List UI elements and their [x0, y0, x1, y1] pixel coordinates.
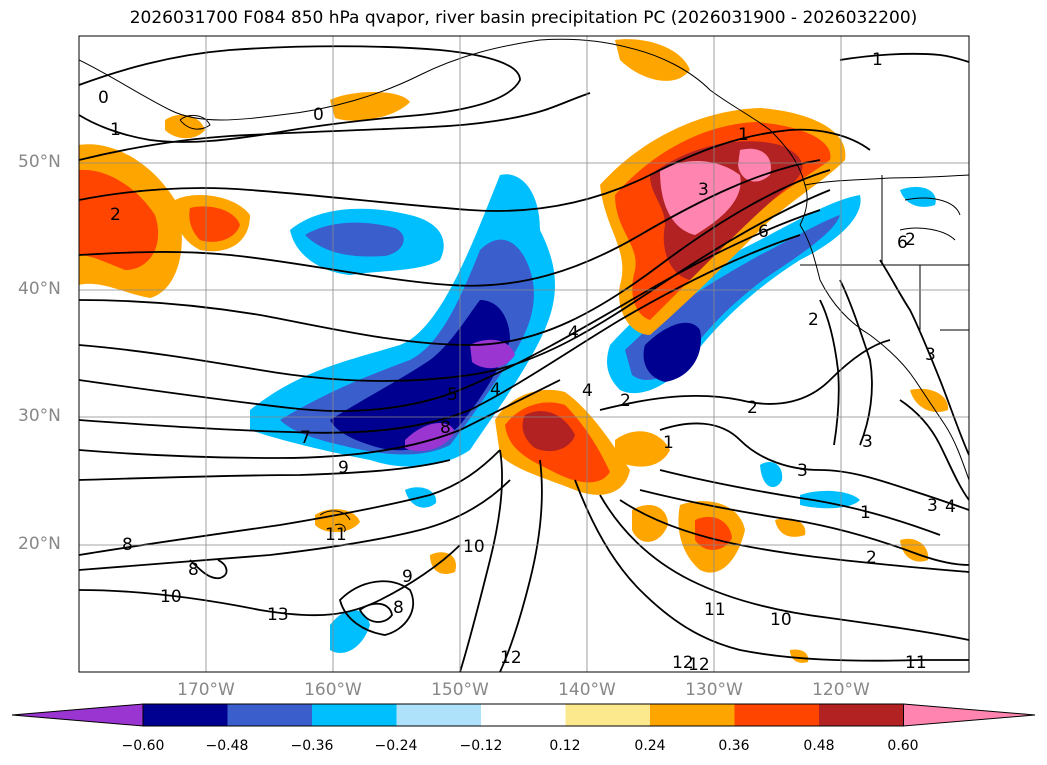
colorbar-segment [481, 704, 566, 726]
map-title: 2026031700 F084 850 hPa qvapor, river ba… [129, 8, 918, 28]
contour-label: 1 [738, 125, 749, 145]
contour-label: 7 [300, 428, 311, 448]
contour-label: 4 [582, 381, 593, 401]
lon-label-120w: 120°W [812, 680, 870, 700]
contour-label: 3 [927, 496, 938, 516]
colorbar [11, 703, 1036, 727]
contour-label: 8 [393, 598, 404, 618]
contour-label: 2 [620, 391, 631, 411]
contour-label: 4 [945, 497, 956, 517]
contour-label: 10 [770, 610, 792, 630]
contour-label: 5 [447, 385, 458, 405]
contour-label: 4 [568, 323, 579, 343]
colorbar-extension-low [11, 703, 144, 727]
contour-label: 2 [808, 310, 819, 330]
contour-label: 3 [925, 345, 936, 365]
contour-label: 8 [122, 535, 133, 555]
qvapor-contours [79, 45, 969, 672]
lon-label-170w: 170°W [177, 680, 235, 700]
lat-label-30n: 30°N [18, 406, 61, 426]
colorbar-segment [312, 704, 397, 726]
colorbar-segment [819, 704, 904, 726]
colorbar-segment [734, 704, 819, 726]
coastlines [79, 38, 969, 533]
contour-label: 1 [872, 50, 883, 70]
lon-label-130w: 130°W [685, 680, 743, 700]
contour-label: 0 [98, 88, 109, 108]
contour-label: 1 [110, 120, 121, 140]
contour-label: 2 [110, 205, 121, 225]
contour-label: 10 [463, 537, 485, 557]
colorbar-tick: 0.48 [803, 738, 835, 754]
map-frame [78, 35, 970, 673]
contour-label: 6 [897, 233, 908, 253]
colorbar-segment [650, 704, 735, 726]
contour-label: 12 [688, 655, 710, 675]
colorbar-tick: 0.12 [549, 738, 581, 754]
colorbar-segment [227, 704, 312, 726]
contour-label: 10 [160, 587, 182, 607]
contour-label: 3 [698, 180, 709, 200]
colorbar-tick: −0.24 [374, 738, 418, 754]
contour-label: 4 [490, 380, 501, 400]
colorbar-tick: 0.60 [887, 738, 919, 754]
colorbar-tick: 0.36 [718, 738, 750, 754]
contour-label: 2 [905, 230, 916, 250]
contour-label: 12 [672, 653, 694, 673]
grid-lines [79, 36, 969, 672]
contour-label: 11 [905, 653, 927, 673]
colorbar-segment [396, 704, 481, 726]
colorbar-tick: −0.48 [205, 738, 249, 754]
lat-label-40n: 40°N [18, 279, 61, 299]
colorbar-outline [142, 703, 904, 727]
contour-label: 9 [402, 567, 413, 587]
contour-label: 8 [440, 418, 451, 438]
contour-label: 3 [797, 461, 808, 481]
map-panel: 0 0 1 1 2 1 3 6 2 4 4 5 7 8 9 4 2 1 2 3 … [78, 35, 970, 675]
colorbar-tick: −0.12 [459, 738, 503, 754]
colorbar-segment [143, 704, 228, 726]
colorbar-segments [11, 703, 1036, 727]
lat-label-20n: 20°N [18, 534, 61, 554]
contour-label: 2 [747, 398, 758, 418]
colorbar-segment [565, 704, 650, 726]
lon-label-160w: 160°W [304, 680, 362, 700]
contour-label: 13 [267, 605, 289, 625]
contour-label: 11 [704, 600, 726, 620]
lon-label-140w: 140°W [558, 680, 616, 700]
contour-label: 1 [663, 433, 674, 453]
contour-label: 3 [862, 432, 873, 452]
negative-pc-shading [250, 174, 936, 653]
colorbar-tick: −0.36 [290, 738, 334, 754]
contour-label: 0 [313, 105, 324, 125]
contour-label: 12 [500, 648, 522, 668]
colorbar-tick: −0.60 [121, 738, 165, 754]
contour-label: 11 [325, 525, 347, 545]
contour-label: 8 [188, 560, 199, 580]
contour-label: 6 [758, 222, 769, 242]
contour-label: 2 [866, 548, 877, 568]
contour-label: 9 [338, 458, 349, 478]
lat-label-50n: 50°N [18, 152, 61, 172]
colorbar-extension-high [903, 703, 1036, 727]
colorbar-tick: 0.24 [634, 738, 666, 754]
contour-label: 1 [860, 503, 871, 523]
lon-label-150w: 150°W [431, 680, 489, 700]
